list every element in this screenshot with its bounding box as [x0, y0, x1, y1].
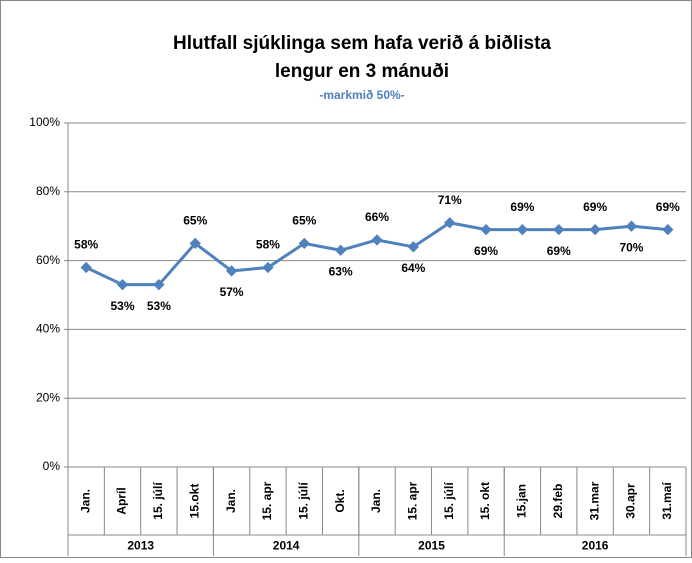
x-tick-label: Jan. [369, 489, 383, 513]
data-point [225, 265, 238, 277]
data-point [589, 223, 601, 236]
data-point [262, 261, 274, 274]
data-point [480, 223, 492, 236]
data-label: 70% [619, 240, 643, 254]
data-label: 65% [183, 214, 207, 228]
data-point [516, 223, 529, 236]
data-label: 58% [74, 238, 98, 252]
x-tick-label: 15. júlí [151, 482, 165, 520]
data-label: 69% [474, 244, 498, 258]
y-tick-label: 20% [36, 390, 60, 404]
data-label: 69% [510, 200, 534, 214]
chart-title: lengur en 3 mánuði [275, 61, 449, 82]
x-tick-label: 29.feb [551, 484, 565, 519]
data-label: 69% [547, 244, 571, 258]
x-tick-label: 15. júlí [296, 482, 310, 520]
data-point [407, 241, 420, 253]
group-label: 2014 [273, 539, 300, 553]
y-tick-label: 100% [29, 115, 60, 129]
chart-subtitle: -markmið 50%- [319, 88, 404, 102]
data-point [662, 223, 674, 236]
data-point [625, 220, 638, 232]
data-label: 65% [292, 214, 316, 228]
group-label: 2015 [418, 539, 445, 553]
y-tick-label: 40% [36, 322, 60, 336]
data-label: 53% [111, 299, 135, 313]
data-label: 71% [438, 193, 462, 207]
data-label: 69% [583, 200, 607, 214]
data-point [371, 234, 383, 246]
x-tick-label: 15.jan [515, 484, 529, 518]
x-tick-label: 31.mar [587, 481, 601, 520]
data-label: 66% [365, 210, 389, 224]
data-point [298, 237, 310, 250]
y-tick-label: 80% [36, 184, 60, 198]
data-point [189, 237, 201, 250]
data-label: 57% [220, 285, 244, 299]
data-label: 69% [656, 200, 680, 214]
data-point [334, 244, 347, 256]
x-tick-label: Okt. [333, 489, 347, 512]
x-tick-label: Jan. [78, 489, 92, 513]
group-label: 2013 [127, 539, 154, 553]
data-label: 53% [147, 299, 171, 313]
y-tick-label: 0% [43, 459, 61, 473]
data-label: 58% [256, 238, 280, 252]
group-label: 2016 [582, 539, 609, 553]
data-label: 63% [329, 264, 353, 278]
x-tick-label: 15. apr [406, 481, 420, 520]
x-tick-label: 30.apr [624, 483, 638, 519]
data-point [444, 217, 456, 229]
x-tick-label: Jan. [224, 489, 238, 513]
x-tick-label: 15. júlí [442, 482, 456, 520]
data-label: 64% [401, 261, 425, 275]
y-tick-label: 60% [36, 253, 60, 267]
data-point [553, 223, 565, 236]
data-point [153, 279, 165, 291]
x-tick-label: 31.maí [660, 482, 674, 520]
x-tick-label: 15. apr [260, 481, 274, 520]
x-tick-label: 15.okt [187, 484, 201, 519]
x-tick-label: 15. okt [478, 482, 492, 520]
chart-title: Hlutfall sjúklinga sem hafa verið á biðl… [173, 33, 551, 54]
x-tick-label: Apríl [115, 487, 129, 514]
